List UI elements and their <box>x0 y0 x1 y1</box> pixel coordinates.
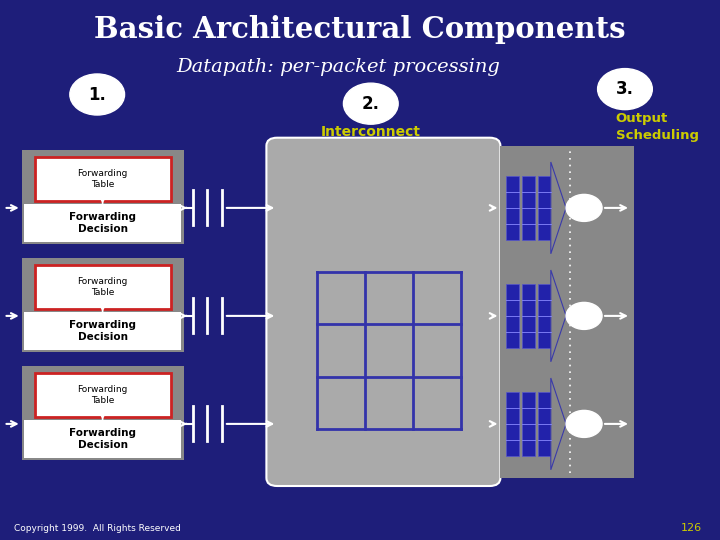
Bar <box>35 265 171 309</box>
Polygon shape <box>551 162 566 254</box>
Bar <box>22 150 184 244</box>
Bar <box>22 258 184 352</box>
Circle shape <box>566 194 602 221</box>
Text: Forwarding
Decision: Forwarding Decision <box>69 429 136 450</box>
Text: Basic Architectural Components: Basic Architectural Components <box>94 15 626 44</box>
Circle shape <box>598 69 652 110</box>
Bar <box>35 374 171 417</box>
Bar <box>506 284 519 348</box>
Text: Output
Scheduling: Output Scheduling <box>616 112 698 142</box>
Bar <box>506 392 519 456</box>
Text: Forwarding
Decision: Forwarding Decision <box>69 320 136 342</box>
Text: 126: 126 <box>681 523 702 533</box>
Circle shape <box>566 302 602 329</box>
Bar <box>538 284 551 348</box>
Bar <box>24 420 181 458</box>
Text: Datapath: per-packet processing: Datapath: per-packet processing <box>176 58 500 77</box>
Circle shape <box>70 74 125 115</box>
FancyBboxPatch shape <box>266 138 500 486</box>
Bar <box>522 176 535 240</box>
Text: 2.: 2. <box>362 94 380 113</box>
Text: 3.: 3. <box>616 80 634 98</box>
Text: Forwarding
Table: Forwarding Table <box>78 385 127 405</box>
Bar <box>522 284 535 348</box>
Circle shape <box>566 410 602 437</box>
Bar <box>538 392 551 456</box>
Text: Forwarding
Decision: Forwarding Decision <box>69 212 136 234</box>
Text: 1.: 1. <box>89 85 106 104</box>
Text: Forwarding
Table: Forwarding Table <box>78 277 127 297</box>
Bar <box>35 157 171 201</box>
Text: Copyright 1999.  All Rights Reserved: Copyright 1999. All Rights Reserved <box>14 524 181 532</box>
Bar <box>22 366 184 460</box>
Text: Interconnect: Interconnect <box>321 125 420 139</box>
Text: Forwarding
Table: Forwarding Table <box>78 169 127 189</box>
Bar <box>24 205 181 242</box>
Circle shape <box>343 83 398 124</box>
Bar <box>500 146 634 478</box>
Bar <box>506 176 519 240</box>
Polygon shape <box>551 270 566 362</box>
Bar <box>538 176 551 240</box>
Polygon shape <box>551 378 566 470</box>
Bar <box>522 392 535 456</box>
Bar <box>24 312 181 350</box>
